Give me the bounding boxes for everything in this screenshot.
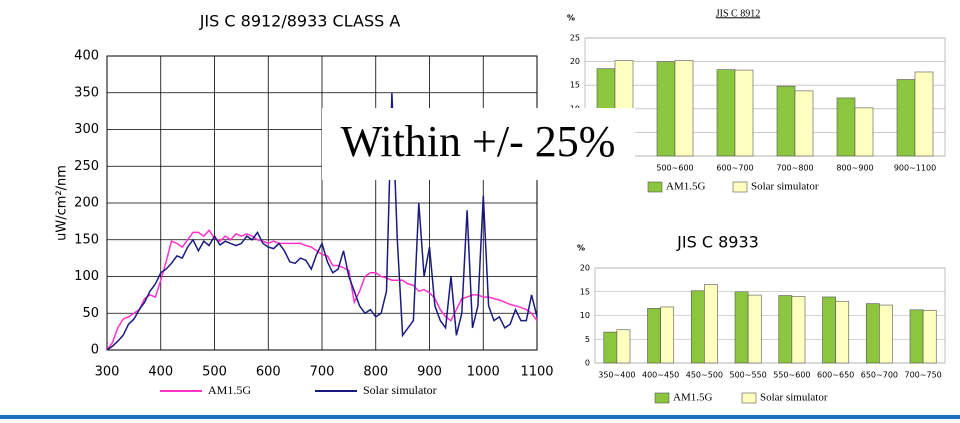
bar — [836, 97, 856, 157]
bar — [734, 291, 749, 364]
chart-title: JIS C 8912 — [716, 8, 760, 19]
y-tick-label: 150 — [74, 232, 99, 247]
x-tick-label: 550~600 — [773, 371, 810, 380]
y-tick-label: 400 — [74, 49, 99, 64]
y-tick-label: 50 — [82, 306, 99, 321]
bar — [914, 71, 934, 157]
bar — [791, 296, 806, 364]
x-tick-label: 500~600 — [656, 164, 693, 173]
legend-swatch — [647, 181, 663, 193]
bar — [794, 90, 814, 157]
bar — [616, 329, 631, 364]
y-tick-label: 350 — [74, 85, 99, 100]
bar — [776, 85, 796, 157]
x-tick-label: 900~1100 — [894, 164, 936, 173]
series-line — [106, 92, 538, 351]
y-axis-label: uW/cm²/nm — [55, 165, 70, 241]
legend-label: Solar simulator — [751, 181, 819, 193]
y-axis-label: % — [567, 14, 575, 23]
y-tick-label: 100 — [74, 269, 99, 284]
y-tick-label: 0 — [585, 359, 590, 368]
x-tick-label: 800~900 — [836, 164, 873, 173]
bar — [656, 61, 676, 157]
y-tick-label: 0 — [91, 343, 99, 358]
bar — [747, 294, 762, 364]
annotation: Within +/- 25% — [341, 117, 616, 166]
x-tick-label: 300 — [95, 365, 120, 380]
footer-bar — [0, 415, 960, 419]
legend-label: Solar simulator — [363, 383, 437, 397]
x-tick-label: 500~550 — [730, 371, 767, 380]
bar — [734, 69, 754, 157]
chart-title: JIS C 8912/8933 CLASS A — [199, 12, 401, 31]
bar — [879, 304, 893, 364]
y-tick-label: 300 — [74, 122, 99, 137]
bar — [865, 303, 880, 364]
bar — [690, 290, 705, 364]
legend-label: AM1.5G — [666, 181, 705, 193]
bar — [674, 60, 694, 157]
bar — [922, 309, 937, 364]
x-tick-label: 600~650 — [817, 371, 854, 380]
x-tick-label: 700~750 — [905, 371, 942, 380]
bar — [704, 284, 718, 364]
y-tick-label: 250 — [74, 159, 99, 174]
bar — [603, 331, 618, 364]
y-tick-label: 10 — [580, 311, 590, 320]
x-tick-label: 900 — [417, 365, 442, 380]
legend-label: Solar simulator — [760, 392, 828, 404]
y-tick-label: 15 — [570, 81, 580, 90]
y-tick-label: 20 — [570, 57, 580, 66]
bar — [660, 306, 675, 364]
x-tick-label: 350~400 — [598, 371, 635, 380]
bar — [896, 79, 916, 157]
bar — [716, 69, 736, 157]
x-tick-label: 450~500 — [686, 371, 723, 380]
bar — [778, 295, 793, 364]
y-tick-label: 25 — [570, 34, 580, 43]
legend-swatch — [732, 181, 748, 193]
y-tick-label: 20 — [580, 264, 590, 273]
series-line — [106, 228, 538, 351]
x-tick-label: 600 — [256, 365, 281, 380]
y-tick-label: 15 — [580, 287, 590, 296]
bar — [835, 300, 850, 364]
chart-title: JIS C 8933 — [676, 233, 759, 252]
y-axis-label: % — [577, 244, 585, 253]
bar — [647, 308, 661, 364]
legend-label: AM1.5G — [673, 392, 712, 404]
y-tick-label: 200 — [74, 196, 99, 211]
x-tick-label: 700~800 — [776, 164, 813, 173]
x-tick-label: 650~700 — [861, 371, 898, 380]
x-tick-label: 1000 — [467, 365, 500, 380]
x-tick-label: 700 — [310, 365, 335, 380]
plot-area — [584, 37, 946, 157]
x-tick-label: 400~450 — [642, 371, 679, 380]
legend-label: AM1.5G — [208, 383, 251, 397]
y-tick-label: 5 — [585, 335, 590, 344]
legend-swatch — [654, 392, 670, 404]
annotation-box — [322, 108, 635, 180]
x-tick-label: 800 — [363, 365, 388, 380]
bar — [854, 107, 874, 157]
bar — [822, 296, 836, 364]
legend-swatch — [741, 392, 757, 404]
x-tick-label: 1100 — [520, 365, 553, 380]
x-tick-label: 400 — [148, 365, 173, 380]
x-tick-label: 600~700 — [716, 164, 753, 173]
bar — [909, 309, 924, 364]
x-tick-label: 500 — [202, 365, 227, 380]
